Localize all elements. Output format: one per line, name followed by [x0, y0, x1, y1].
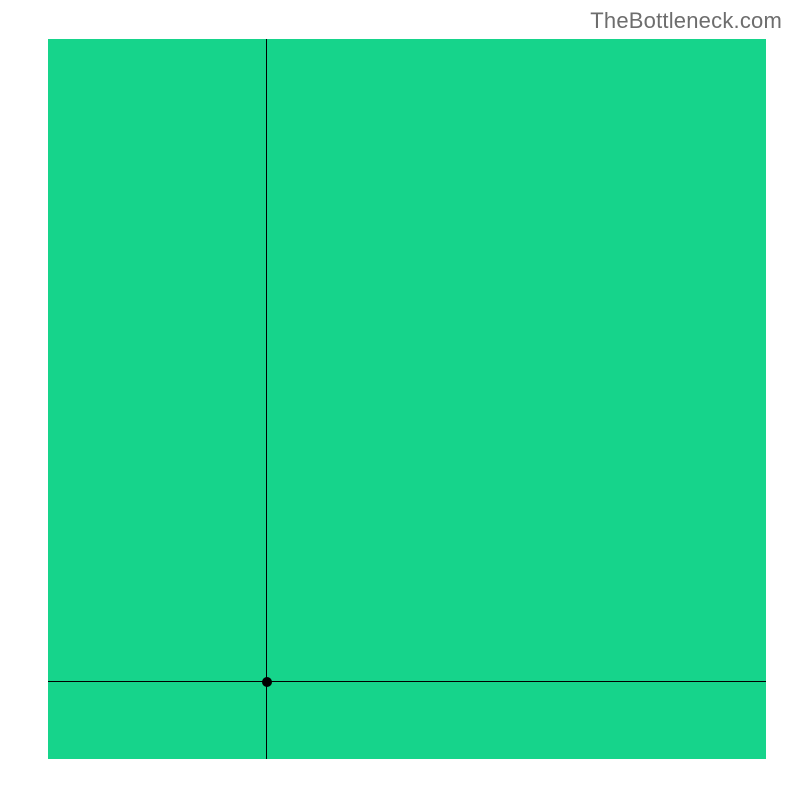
crosshair-vertical	[266, 39, 267, 759]
heatmap-canvas	[48, 39, 766, 759]
bottleneck-heatmap	[48, 39, 766, 759]
watermark-text: TheBottleneck.com	[590, 8, 782, 34]
crosshair-horizontal	[48, 681, 766, 682]
chart-container: TheBottleneck.com	[0, 0, 800, 800]
crosshair-marker	[262, 677, 272, 687]
